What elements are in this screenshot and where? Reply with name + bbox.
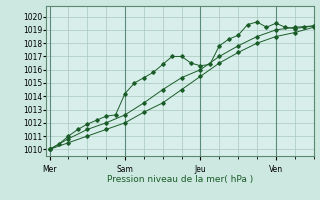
X-axis label: Pression niveau de la mer( hPa ): Pression niveau de la mer( hPa ) (107, 175, 253, 184)
